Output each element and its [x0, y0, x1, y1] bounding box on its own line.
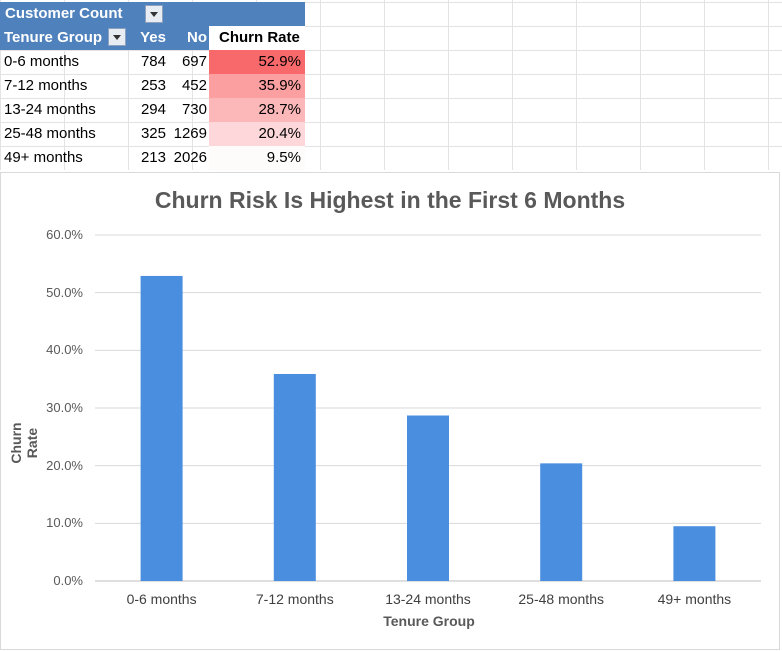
- yes-count-cell[interactable]: 213: [140, 149, 166, 166]
- churn-rate-cell[interactable]: 52.9%: [209, 50, 305, 74]
- pivot-header-row-2: Tenure Group Yes No Churn Rate: [0, 26, 305, 50]
- chart-bar[interactable]: [407, 415, 449, 581]
- pivot-row[interactable]: 49+ months 213 2026 9.5%: [0, 146, 305, 170]
- chart-bar[interactable]: [673, 526, 716, 581]
- pivot-values-header[interactable]: Customer Count: [0, 2, 209, 26]
- y-tick-label: 60.0%: [46, 227, 83, 242]
- x-tick-label: 25-48 months: [518, 591, 604, 607]
- pivot-title: Customer Count: [5, 5, 123, 22]
- chart-title: Churn Risk Is Highest in the First 6 Mon…: [154, 187, 626, 213]
- tenure-group-cell[interactable]: 25-48 months: [4, 125, 96, 142]
- y-tick-label: 50.0%: [46, 284, 83, 300]
- row-label-header[interactable]: Tenure Group: [0, 26, 130, 50]
- column-filter-dropdown-icon[interactable]: [145, 5, 163, 23]
- x-tick-label: 0-6 months: [126, 591, 197, 607]
- row-filter-dropdown-icon[interactable]: [108, 28, 127, 47]
- chart-bar[interactable]: [540, 463, 583, 581]
- y-axis-title: Churn Rate: [8, 422, 40, 464]
- chart-bar[interactable]: [273, 373, 316, 581]
- chart-plot-area: [95, 234, 761, 582]
- y-tick-label: 30.0%: [46, 400, 83, 415]
- no-count-cell[interactable]: 697: [181, 53, 207, 70]
- no-header: No: [166, 26, 209, 50]
- churn-rate-cell[interactable]: 20.4%: [209, 122, 305, 146]
- yes-count-cell[interactable]: 294: [140, 101, 166, 118]
- y-tick-label: 10.0%: [46, 515, 83, 531]
- tenure-group-cell[interactable]: 49+ months: [4, 149, 83, 166]
- no-count-cell[interactable]: 730: [181, 101, 207, 118]
- x-tick-label: 7-12 months: [255, 591, 334, 607]
- pivot-row[interactable]: 7-12 months 253 452 35.9%: [0, 74, 305, 98]
- x-tick-label: 13-24 months: [385, 591, 471, 607]
- pivot-row[interactable]: 25-48 months 325 1269 20.4%: [0, 122, 305, 146]
- pivot-header-row-1: Customer Count: [0, 2, 305, 26]
- churn-rate-cell[interactable]: 35.9%: [209, 74, 305, 98]
- churn-rate-header: Churn Rate: [209, 26, 305, 50]
- churn-rate-cell[interactable]: 9.5%: [209, 146, 305, 170]
- chart-bar[interactable]: [140, 275, 183, 581]
- y-tick-label: 40.0%: [46, 342, 83, 358]
- pivot-row[interactable]: 13-24 months 294 730 28.7%: [0, 98, 305, 122]
- x-tick-label: 49+ months: [657, 591, 732, 607]
- yes-header: Yes: [130, 26, 166, 50]
- y-tick-label: 0.0%: [53, 573, 83, 588]
- no-count-cell[interactable]: 1269: [173, 125, 207, 142]
- tenure-group-cell[interactable]: 13-24 months: [4, 101, 96, 118]
- no-count-cell[interactable]: 452: [181, 77, 207, 94]
- pivot-row[interactable]: 0-6 months 784 697 52.9%: [0, 50, 305, 74]
- yes-count-cell[interactable]: 253: [140, 77, 166, 94]
- pivot-table[interactable]: Customer Count Tenure Group Yes No Churn…: [0, 2, 305, 170]
- yes-count-cell[interactable]: 325: [140, 125, 166, 142]
- tenure-group-header: Tenure Group: [4, 29, 103, 46]
- pivot-body: 0-6 months 784 697 52.9% 7-12 months 253 452 35…: [0, 50, 305, 170]
- y-tick-label: 20.0%: [46, 457, 83, 473]
- tenure-group-cell[interactable]: 7-12 months: [4, 77, 88, 94]
- no-count-cell[interactable]: 2026: [173, 149, 207, 166]
- tenure-group-cell[interactable]: 0-6 months: [4, 53, 80, 70]
- yes-count-cell[interactable]: 784: [140, 53, 166, 70]
- churn-bar-chart[interactable]: Churn Risk Is Highest in the First 6 Mon…: [0, 172, 780, 650]
- x-axis-title: Tenure Group: [383, 613, 475, 629]
- churn-rate-cell[interactable]: 28.7%: [209, 98, 305, 122]
